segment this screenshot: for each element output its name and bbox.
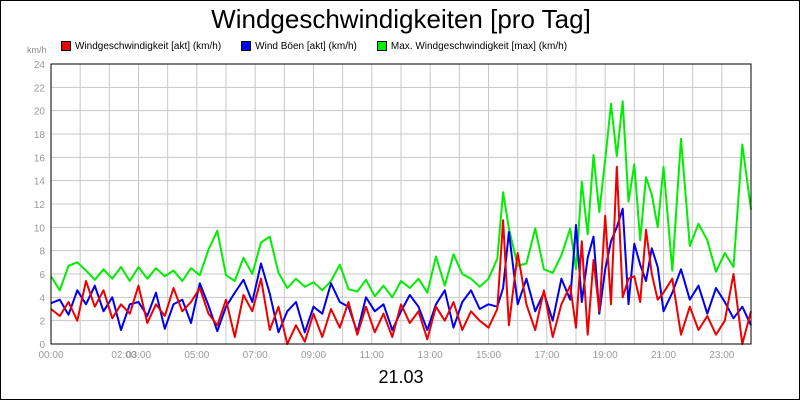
x-tick-label: 11:00 [360, 350, 385, 361]
x-tick-label: 23:00 [709, 350, 734, 361]
y-tick-label: 6 [39, 270, 45, 281]
legend-swatch-red [61, 41, 71, 51]
series-line-1 [50, 207, 752, 334]
y-tick-label: 20 [34, 107, 46, 118]
x-tick-label: 07:00 [243, 350, 268, 361]
legend-label-gusts: Wind Böen [akt] (km/h) [255, 40, 357, 52]
legend-label-wind-speed: Windgeschwindigkeit [akt] (km/h) [75, 40, 222, 52]
date-label: 21.03 [378, 367, 424, 387]
legend-item-wind-speed: Windgeschwindigkeit [akt] (km/h) [61, 41, 221, 52]
x-tick-label: 21:00 [651, 350, 676, 361]
y-tick-label: 2 [39, 317, 45, 328]
x-tick-label: 05:00 [184, 350, 209, 361]
y-tick-label: 0 [39, 340, 45, 351]
x-tick-label: 15:00 [476, 350, 501, 361]
y-tick-label: 24 [34, 60, 46, 71]
y-unit-label: km/h [27, 45, 47, 55]
x-tick-label: 19:00 [593, 350, 618, 361]
legend-item-gusts: Wind Böen [akt] (km/h) [241, 41, 357, 52]
x-tick-label: 00:00 [38, 350, 63, 361]
y-tick-label: 10 [34, 223, 46, 234]
legend: Windgeschwindigkeit [akt] (km/h) Wind Bö… [61, 39, 587, 53]
series-line-0 [50, 100, 752, 299]
x-tick-label: 13:00 [418, 350, 443, 361]
plot-area-border [50, 63, 752, 345]
y-tick-label: 22 [34, 83, 46, 94]
legend-item-max-wind: Max. Windgeschwindigkeit [max] (km/h) [376, 40, 568, 52]
legend-swatch-green [376, 41, 387, 51]
y-tick-label: 14 [34, 177, 46, 188]
y-tick-label: 16 [34, 153, 46, 164]
x-tick-label: 02:00 [111, 350, 136, 361]
y-tick-label: 4 [39, 293, 45, 304]
legend-label-max-wind: Max. Windgeschwindigkeit [max] (km/h) [390, 40, 568, 52]
y-tick-label: 18 [34, 130, 46, 141]
chart-title: Windgeschwindigkeiten [pro Tag] [211, 4, 591, 34]
x-tick-label: 03:00 [126, 350, 151, 361]
y-tick-label: 8 [39, 247, 45, 258]
legend-swatch-blue [241, 41, 252, 51]
x-tick-label: 09:00 [301, 350, 326, 361]
series-lines [50, 100, 752, 345]
series-line-2 [50, 165, 752, 345]
y-tick-label: 12 [34, 200, 46, 211]
x-tick-label: 17:00 [534, 350, 559, 361]
grid [50, 63, 752, 345]
